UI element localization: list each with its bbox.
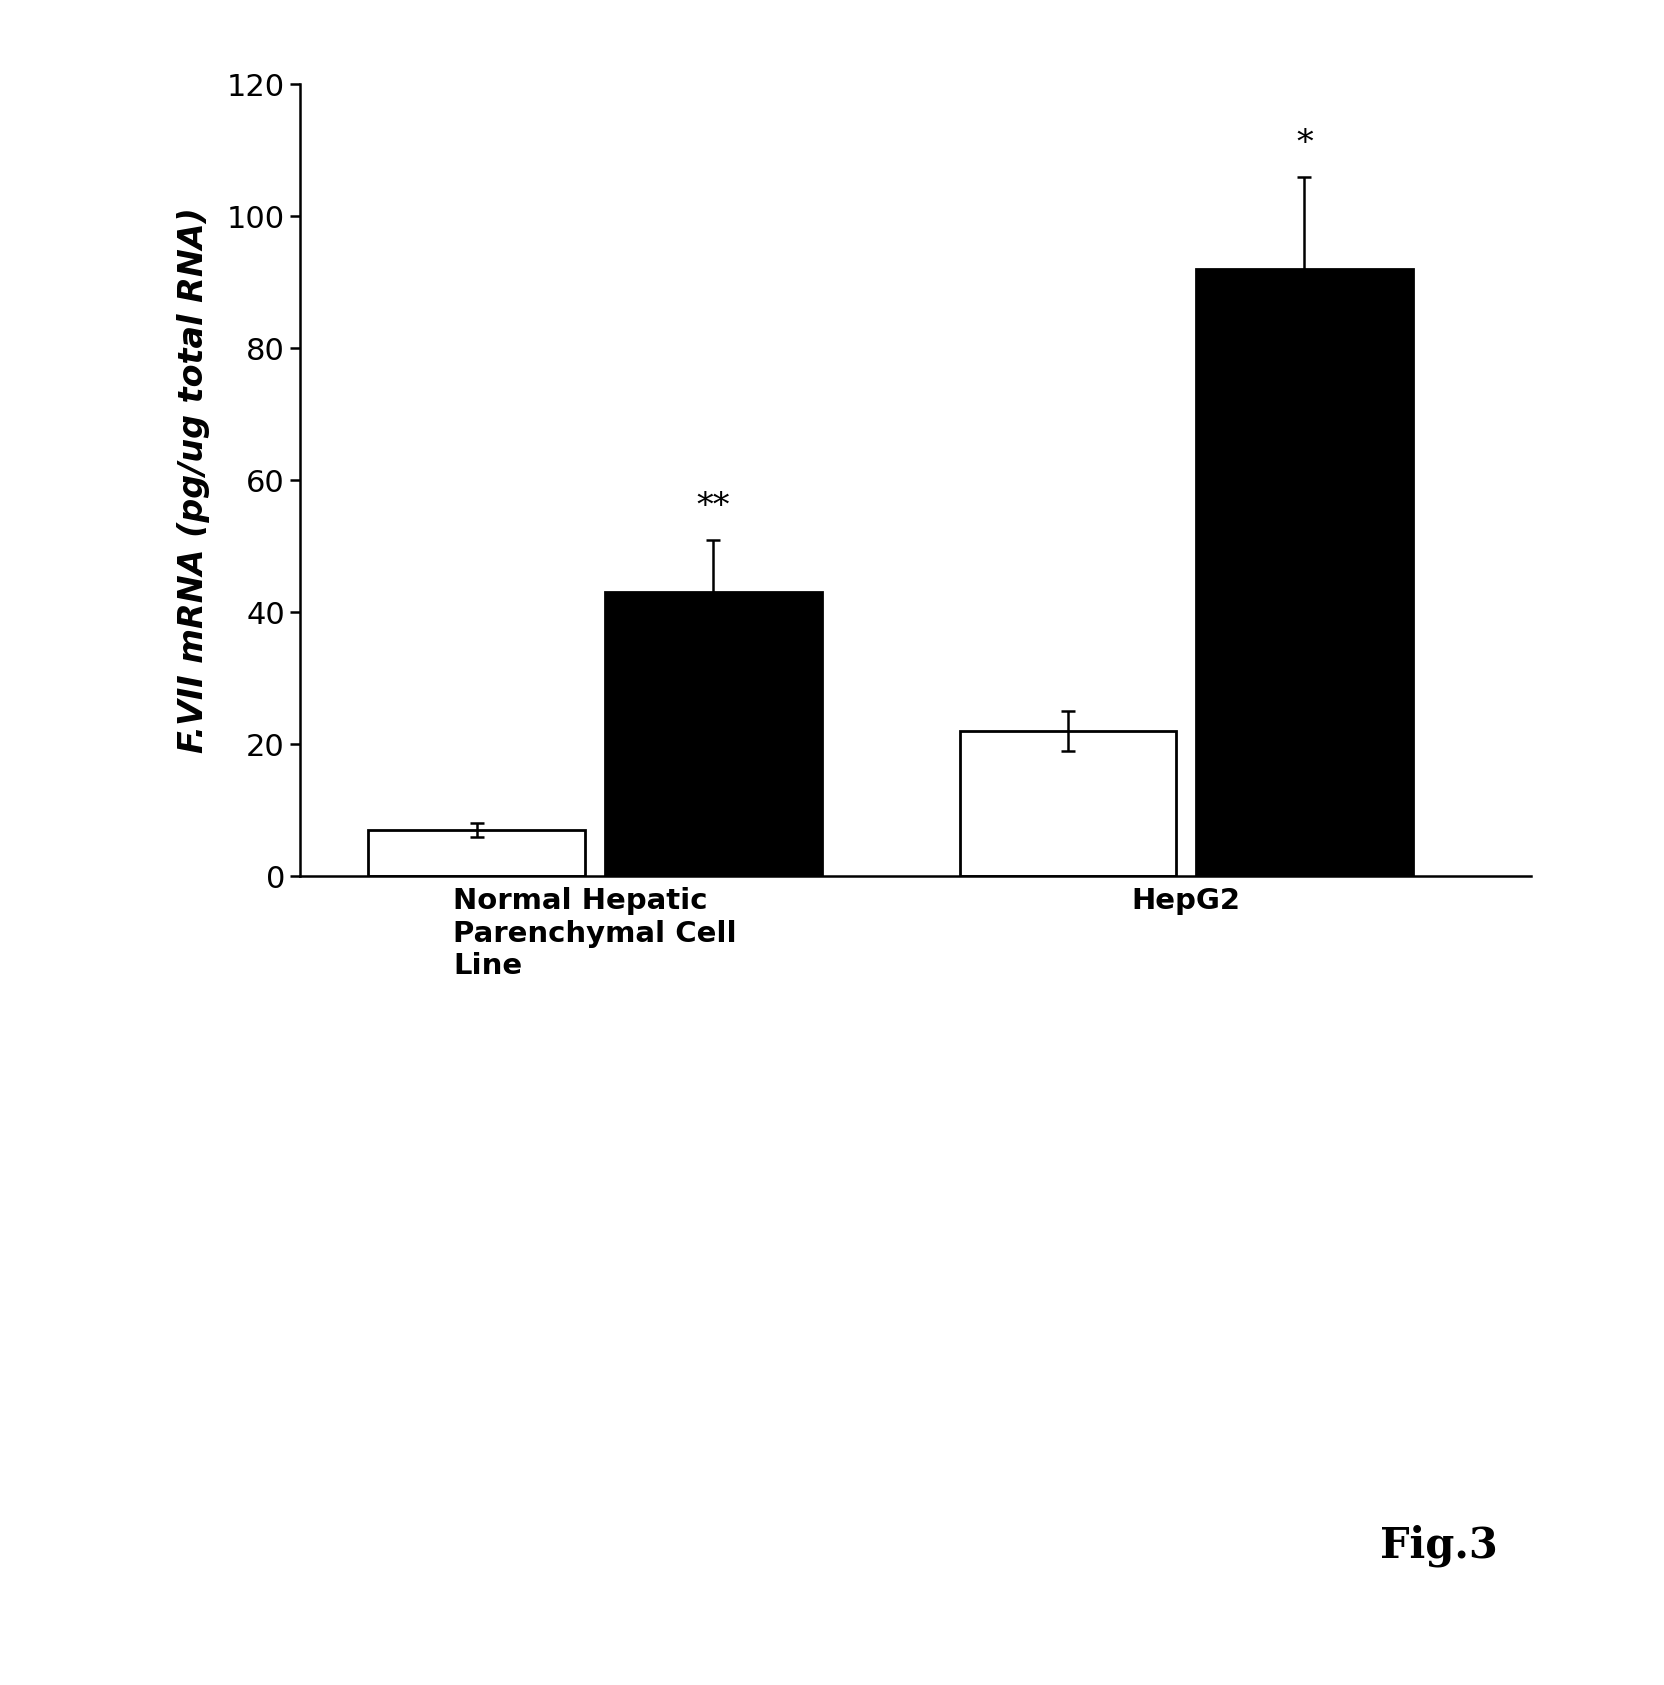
Bar xyxy=(606,593,822,876)
Y-axis label: F.VII mRNA (pg/ug total RNA): F.VII mRNA (pg/ug total RNA) xyxy=(176,207,210,753)
Text: Fig.3: Fig.3 xyxy=(1379,1525,1498,1567)
Bar xyxy=(960,731,1176,876)
Text: *: * xyxy=(1296,128,1313,160)
Bar xyxy=(1196,270,1413,876)
Text: **: ** xyxy=(697,490,730,522)
Bar xyxy=(368,831,586,876)
